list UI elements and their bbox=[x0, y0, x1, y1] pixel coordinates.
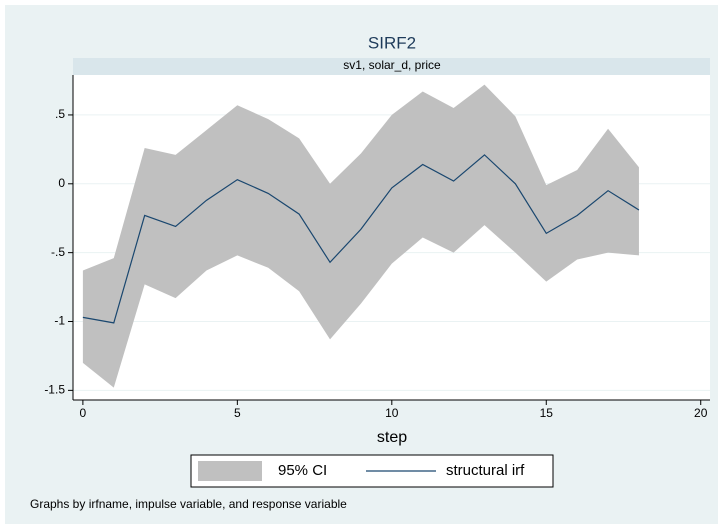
irf-line bbox=[82, 154, 640, 324]
y-tick-label: -1.5 bbox=[44, 383, 65, 397]
note: Graphs by irfname, impulse variable, and… bbox=[30, 497, 347, 511]
legend-label: structural irf bbox=[446, 462, 525, 479]
x-tick-label: 15 bbox=[540, 406, 554, 420]
legend-swatch-ci bbox=[198, 461, 262, 481]
y-tick-label: -1 bbox=[54, 314, 65, 328]
chart-subtitle: sv1, solar_d, price bbox=[343, 58, 441, 72]
x-tick-label: 20 bbox=[694, 406, 708, 420]
x-tick-label: 5 bbox=[234, 406, 241, 420]
x-tick-label: 10 bbox=[385, 406, 399, 420]
subtitle-strip bbox=[73, 58, 710, 75]
y-tick-label: -.5 bbox=[51, 245, 65, 259]
chart-title: SIRF2 bbox=[368, 33, 416, 52]
y-tick-label: 0 bbox=[58, 176, 65, 190]
legend-label: 95% CI bbox=[278, 462, 327, 479]
x-tick-label: 0 bbox=[80, 406, 87, 420]
ci-band bbox=[82, 84, 639, 388]
x-axis-label: step bbox=[377, 429, 407, 446]
y-tick-label: .5 bbox=[55, 107, 65, 121]
